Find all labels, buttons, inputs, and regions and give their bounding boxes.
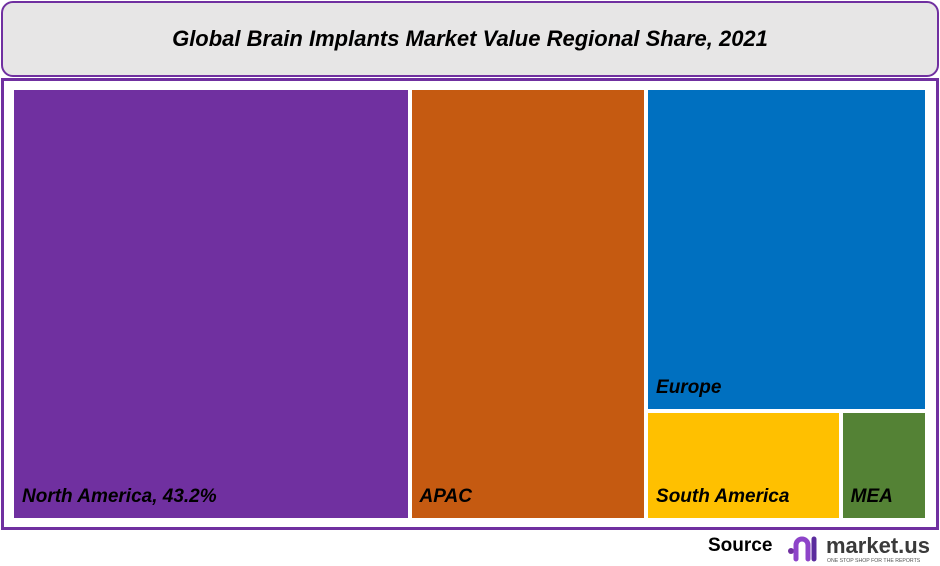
treemap-cell-apac: APAC — [411, 90, 644, 518]
treemap-label: South America — [656, 485, 790, 507]
svg-text:market.us: market.us — [826, 533, 930, 558]
svg-text:ONE STOP SHOP FOR THE REPORTS: ONE STOP SHOP FOR THE REPORTS — [827, 558, 921, 564]
treemap-label: MEA — [850, 485, 893, 507]
chart-title: Global Brain Implants Market Value Regio… — [172, 26, 768, 51]
treemap-cell-north-america: North America, 43.2% — [14, 90, 408, 518]
chart-title-box: Global Brain Implants Market Value Regio… — [1, 1, 939, 77]
treemap-cell-south-america: South America — [648, 412, 839, 518]
treemap-label: North America, 43.2% — [22, 486, 217, 507]
treemap-label: Europe — [656, 376, 722, 398]
treemap-cell-mea: MEA — [842, 412, 925, 518]
market-us-logo: market.us ONE STOP SHOP FOR THE REPORTS — [788, 533, 930, 564]
treemap-cell-europe: Europe — [648, 90, 925, 409]
treemap-label: APAC — [419, 486, 472, 507]
treemap-frame: North America, 43.2% APAC Europe South Amer… — [1, 78, 939, 530]
source-label: Source — [708, 535, 773, 556]
